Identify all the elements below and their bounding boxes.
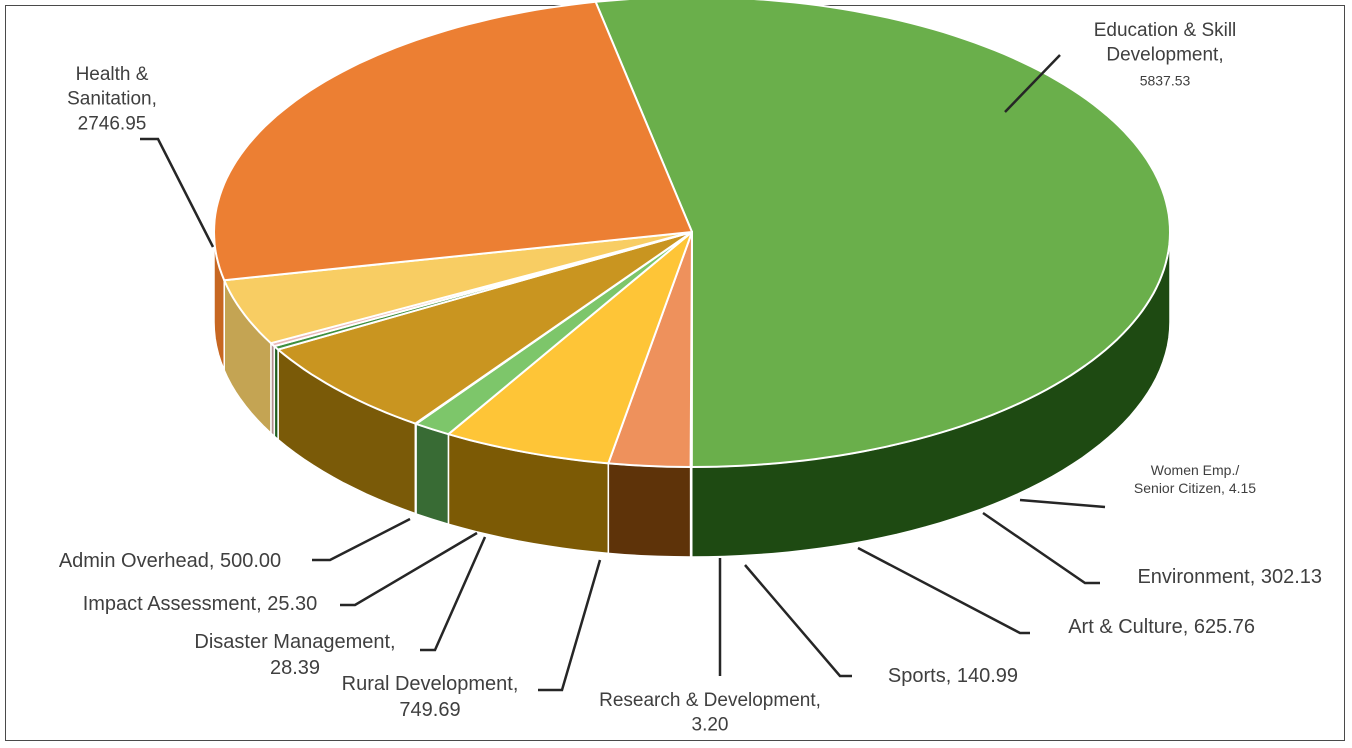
label-environment: Environment, 302.13 [982,511,1322,588]
data-label-text: 3.20 [692,715,729,736]
label-admin-overhead: Admin Overhead, 500.00 [59,517,411,572]
label-art-culture: Art & Culture, 625.76 [857,546,1255,638]
data-label-text: Women Emp./ [1151,462,1240,478]
data-label-text: Sanitation, [67,89,157,110]
label-sports: Sports, 140.99 [744,564,1018,687]
leader-line [420,536,487,652]
data-label-text: Impact Assessment, 25.30 [83,593,318,615]
slice-rural-development [277,231,693,425]
slice-health-sanitation [213,0,693,282]
leader-line [140,137,215,248]
data-label-text: Senior Citizen, 4.15 [1134,480,1256,496]
data-label-text: Rural Development, [342,673,519,695]
data-label-text: Admin Overhead, 500.00 [59,550,281,572]
leader-line [1019,498,1106,509]
label-impact-assessment: Impact Assessment, 25.30 [83,531,478,615]
data-label-text: 749.69 [399,699,460,721]
slice-art-culture [447,231,693,465]
pie-slices [213,0,1171,468]
leader-line [857,546,1030,635]
label-health-sanitation: Health & Sanitation, 2746.95 [67,64,215,248]
data-label-text: Disaster Management, [194,631,395,653]
leader-line [982,511,1100,585]
label-research-development: Research & Development, 3.20 [599,558,821,736]
data-labels: Education & Skill Development, 5837.53 Wome… [59,20,1322,736]
data-label-text: Education & Skill [1094,20,1237,41]
leader-line [744,564,852,678]
data-label-text: Development, [1106,45,1223,66]
data-label-text: Art & Culture, 625.76 [1068,616,1255,638]
data-label-text: 5837.53 [1140,72,1191,88]
leader-line [538,559,602,692]
leader-line [1004,54,1061,113]
data-label-text: Health & [76,64,149,85]
leader-line [340,531,478,607]
leader-line [312,517,411,562]
slice-admin-overhead [223,231,693,345]
data-label-text: Environment, 302.13 [1137,566,1322,588]
slice-education-skill-development [594,0,1171,468]
data-label-text: 28.39 [270,657,320,679]
label-disaster-management: Disaster Management, 28.39 [194,536,487,679]
side-wall-environment [607,462,692,558]
side-wall-sports [415,422,450,526]
data-label-text: Research & Development, [599,690,821,711]
label-education-skill-development: Education & Skill Development, 5837.53 [1004,20,1237,113]
data-label-text: 2746.95 [78,113,147,134]
label-rural-development: Rural Development, 749.69 [342,559,602,721]
data-label-text: Sports, 140.99 [888,665,1018,687]
label-women-emp-senior-citizen: Women Emp./ Senior Citizen, 4.15 [1019,462,1256,509]
